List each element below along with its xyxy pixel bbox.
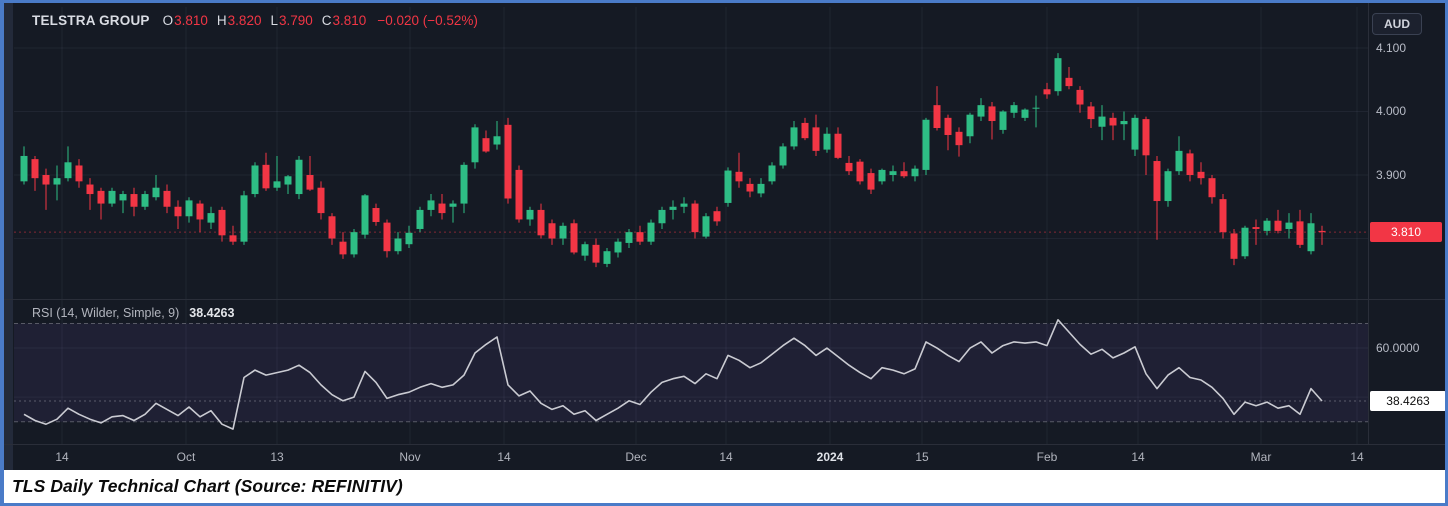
price-axis-label: 4.100: [1376, 41, 1407, 55]
price-gridlines: [14, 47, 1368, 239]
trading-chart[interactable]: TELSTRA GROUP O 3.810 H 3.820 L 3.790 C 3.81…: [4, 3, 1445, 470]
time-axis-label: 13: [270, 450, 284, 464]
price-axis-label: 3.900: [1376, 168, 1407, 182]
rsi-value: 38.4263: [189, 306, 235, 320]
ohlc-close: C 3.810: [321, 13, 367, 28]
time-axis-label: 15: [915, 450, 929, 464]
time-axis-label: 14: [1350, 450, 1364, 464]
rsi-bands: [14, 323, 1368, 423]
time-axis-separator: [4, 444, 1445, 445]
symbol-name[interactable]: TELSTRA GROUP: [32, 13, 150, 28]
time-axis-label: 14: [497, 450, 511, 464]
rsi-value-badge: 38.4263: [1370, 391, 1445, 411]
price-axis-separator: [1368, 3, 1369, 444]
ohlc-low: L 3.790: [270, 13, 313, 28]
rsi-header[interactable]: RSI (14, Wilder, Simple, 9) 38.4263: [32, 306, 234, 320]
candles: [20, 53, 1326, 268]
vertical-gridlines: [61, 7, 1358, 444]
rsi-axis-label: 60.0000: [1376, 341, 1420, 355]
time-axis-label: 14: [1131, 450, 1145, 464]
chart-canvas[interactable]: [4, 3, 1445, 470]
time-axis-label: Feb: [1036, 450, 1058, 464]
price-axis-label: 4.000: [1376, 104, 1407, 118]
time-axis-label: 14: [55, 450, 69, 464]
pane-separator[interactable]: [4, 299, 1445, 300]
rsi-title: RSI (14, Wilder, Simple, 9): [32, 306, 180, 320]
ohlc-open: O 3.810: [162, 13, 208, 28]
symbol-header[interactable]: TELSTRA GROUP O 3.810 H 3.820 L 3.790 C 3.81…: [32, 13, 478, 28]
last-price-badge: 3.810: [1370, 222, 1442, 242]
rsi-line: [23, 318, 1323, 430]
time-axis-label: Mar: [1250, 450, 1272, 464]
time-axis-label: Nov: [399, 450, 421, 464]
time-axis-label: 14: [719, 450, 733, 464]
time-axis-label: 2024: [816, 450, 844, 464]
ohlc-high: H 3.820: [216, 13, 262, 28]
currency-badge[interactable]: AUD: [1372, 13, 1422, 35]
time-axis-label: Dec: [625, 450, 647, 464]
caption-text: TLS Daily Technical Chart (Source: REFIN…: [12, 476, 403, 496]
left-gutter: [4, 3, 13, 470]
time-axis-label: Oct: [176, 450, 196, 464]
caption-bar: TLS Daily Technical Chart (Source: REFIN…: [4, 470, 1445, 503]
price-change: −0.020 (−0.52%): [377, 13, 478, 28]
